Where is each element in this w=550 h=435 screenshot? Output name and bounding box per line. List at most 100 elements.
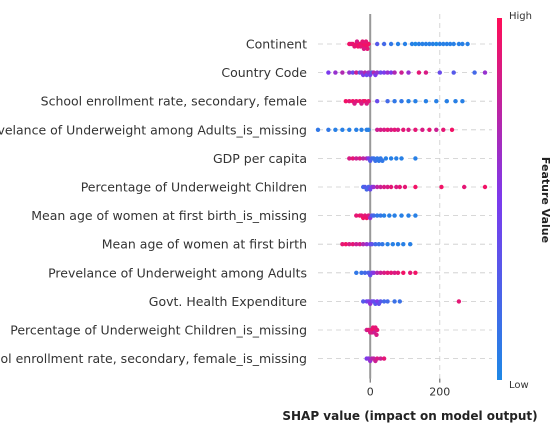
shap-point [392, 99, 397, 104]
shap-point [392, 299, 397, 304]
shap-point [375, 327, 380, 333]
feature-label: Govt. Health Expenditure [149, 294, 308, 309]
shap-point [434, 127, 439, 132]
shap-point [347, 242, 352, 247]
shap-point [385, 99, 390, 104]
shap-point [444, 99, 449, 104]
shap-point [385, 70, 390, 75]
shap-point [427, 41, 432, 47]
shap-point [378, 213, 383, 218]
shap-point [395, 270, 401, 275]
shap-point [359, 101, 364, 106]
shap-point [375, 99, 380, 104]
shap-point [381, 127, 387, 132]
feature-label: Country Code [221, 65, 307, 80]
shap-point [394, 156, 399, 161]
colorbar-gradient [497, 18, 502, 380]
shap-point [401, 242, 406, 247]
shap-point [399, 99, 404, 104]
shap-point [375, 270, 380, 275]
shap-point [413, 156, 418, 161]
colorbar: High Low Feature Value [497, 11, 550, 391]
feature-label: Mean age of women at first birth_is_miss… [31, 208, 307, 223]
shap-point [354, 270, 359, 275]
shap-point [354, 242, 359, 247]
shap-point [365, 46, 370, 51]
shap-point [439, 184, 444, 190]
shap-point [401, 127, 406, 132]
shap-point [420, 41, 425, 47]
shap-point [348, 41, 354, 47]
shap-point [333, 70, 338, 75]
shap-point [392, 127, 397, 132]
shap-point [409, 41, 415, 47]
shap-point [423, 70, 429, 75]
shap-point [434, 99, 439, 104]
shap-point [354, 213, 359, 218]
shap-point [374, 332, 379, 337]
shap-point [441, 127, 446, 132]
shap-point [392, 270, 397, 275]
shap-point [378, 299, 383, 304]
shap-point [371, 213, 376, 218]
shap-point [395, 127, 401, 132]
shap-point [399, 213, 404, 218]
shap-point [362, 270, 368, 275]
shap-point [375, 70, 380, 75]
shap-point [416, 41, 422, 47]
shap-point [390, 242, 395, 247]
shap-point [340, 70, 345, 75]
shap-point [388, 41, 394, 47]
shap-point [347, 70, 352, 75]
shap-point [413, 184, 418, 190]
shap-point [399, 156, 404, 161]
shap-point [401, 270, 406, 275]
shap-point [397, 299, 402, 304]
shap-point [361, 156, 366, 161]
feature-label: Prevelance of Underweight among Adults_i… [0, 122, 307, 137]
shap-point [358, 44, 363, 49]
shap-point [427, 127, 432, 132]
shap-point [434, 41, 439, 47]
shap-point [413, 127, 418, 132]
feature-label: Percentage of Underweight Children_is_mi… [10, 323, 307, 338]
shap-point [423, 99, 429, 104]
shap-point [371, 270, 376, 275]
shap-point [451, 70, 456, 75]
shap-point [444, 41, 449, 47]
shap-point [385, 299, 390, 304]
shap-point [326, 127, 331, 132]
shap-point [354, 70, 359, 75]
shap-point [340, 242, 345, 247]
shap-point [375, 184, 380, 190]
shap-point [413, 213, 418, 218]
shap-point [385, 127, 390, 132]
shap-point [371, 184, 376, 190]
shap-point [343, 99, 348, 104]
shap-point [482, 70, 488, 75]
colorbar-title: Feature Value [539, 157, 550, 243]
shap-point [392, 213, 397, 218]
shap-point [456, 41, 462, 47]
x-axis: 0 200 [367, 378, 450, 399]
shap-point [380, 242, 385, 247]
shap-point [388, 156, 394, 161]
shap-point [350, 156, 355, 161]
shap-point [449, 127, 455, 132]
shap-point [375, 356, 380, 361]
shap-point [378, 356, 383, 361]
shap-point [399, 70, 404, 75]
shap-point [395, 242, 401, 247]
shap-point [347, 156, 352, 161]
shap-point [394, 184, 399, 190]
shap-point [340, 127, 345, 132]
shap-point [402, 41, 408, 47]
shap-point [369, 242, 375, 247]
shap-point [456, 299, 462, 304]
shap-point [333, 127, 338, 132]
shap-point [381, 213, 387, 218]
shap-point [385, 184, 390, 190]
shap-point [453, 99, 458, 104]
shap-point [361, 242, 366, 247]
